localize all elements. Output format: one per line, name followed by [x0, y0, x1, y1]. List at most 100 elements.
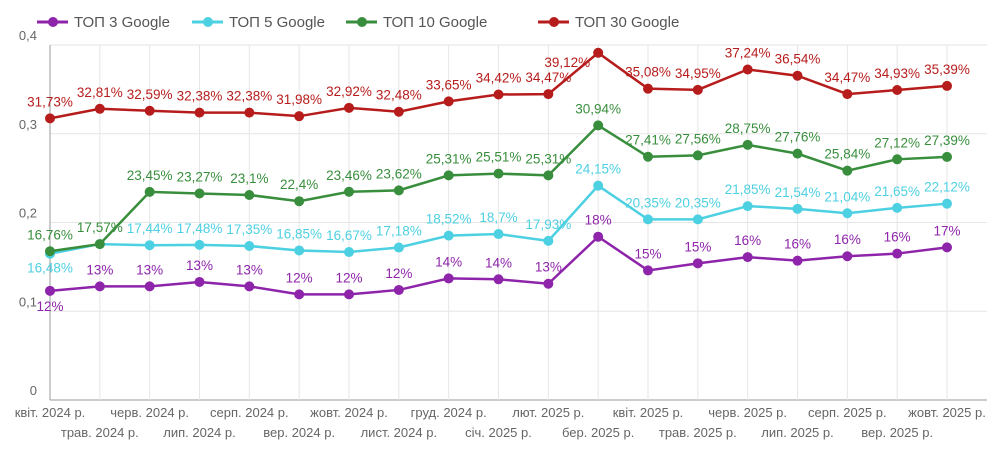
data-point — [45, 285, 55, 296]
data-label: 32,81% — [77, 85, 123, 100]
data-label: 20,35% — [625, 195, 671, 210]
data-point — [493, 229, 504, 240]
data-point — [393, 242, 404, 253]
y-tick-label: 0,4 — [19, 28, 37, 43]
data-label: 25,31% — [525, 151, 571, 166]
data-point — [493, 89, 504, 100]
data-label: 34,47% — [525, 70, 571, 85]
data-label: 39,12% — [544, 55, 590, 70]
data-point — [45, 113, 55, 124]
x-tick-label: жовт. 2024 р. — [310, 405, 388, 420]
data-label: 16,67% — [326, 228, 372, 243]
data-label: 23,1% — [230, 171, 268, 186]
data-point — [892, 202, 903, 213]
data-point — [144, 105, 155, 116]
data-point — [443, 273, 454, 284]
data-point — [892, 154, 903, 165]
data-point — [742, 201, 753, 212]
data-label: 31,98% — [276, 92, 322, 107]
data-point — [493, 168, 504, 179]
data-label: 13% — [136, 262, 163, 277]
data-point — [742, 64, 753, 75]
data-point — [294, 196, 305, 207]
data-label: 18% — [585, 213, 612, 228]
data-label: 12% — [385, 266, 412, 281]
data-label: 16% — [784, 237, 811, 252]
data-point — [144, 186, 155, 197]
data-point — [294, 245, 305, 256]
data-label: 34,42% — [476, 71, 522, 86]
data-point — [643, 265, 653, 276]
data-point — [742, 139, 753, 150]
data-label: 22,12% — [924, 180, 970, 195]
data-label: 17,44% — [127, 221, 173, 236]
data-label: 24,15% — [575, 162, 621, 177]
data-label: 16,76% — [27, 227, 73, 242]
data-point — [792, 70, 803, 81]
data-label: 33,65% — [426, 77, 472, 92]
data-point — [892, 84, 903, 95]
x-tick-label: серп. 2025 р. — [808, 405, 887, 420]
data-point — [543, 170, 554, 181]
legend-label: ТОП 5 Google — [229, 14, 325, 31]
data-label: 17,18% — [376, 224, 422, 239]
data-point — [294, 111, 305, 122]
data-point — [344, 186, 354, 197]
data-label: 17,93% — [525, 217, 571, 232]
data-label: 16,85% — [276, 226, 322, 241]
data-point — [344, 247, 354, 258]
legend-marker — [357, 17, 367, 27]
x-tick-label: квіт. 2024 р. — [15, 405, 86, 420]
data-label: 21,54% — [775, 185, 821, 200]
data-label: 12% — [335, 270, 362, 285]
data-label: 16% — [834, 232, 861, 247]
data-point — [942, 80, 952, 91]
data-label: 34,47% — [824, 70, 870, 85]
x-tick-label: вер. 2025 р. — [861, 425, 933, 440]
data-point — [244, 281, 255, 292]
x-tick-label: серп. 2024 р. — [210, 405, 289, 420]
data-point — [194, 188, 205, 199]
data-point — [842, 251, 853, 262]
data-point — [892, 248, 903, 259]
data-point — [45, 246, 55, 257]
data-label: 13% — [186, 258, 213, 273]
data-point — [593, 120, 604, 131]
x-tick-label: лют. 2025 р. — [512, 405, 584, 420]
x-tick-label: січ. 2025 р. — [465, 425, 532, 440]
data-point — [344, 289, 354, 300]
y-tick-label: 0,2 — [19, 206, 37, 221]
data-label: 30,94% — [575, 101, 621, 116]
x-tick-label: черв. 2025 р. — [708, 405, 787, 420]
data-label: 27,39% — [924, 133, 970, 148]
x-tick-label: лип. 2024 р. — [163, 425, 235, 440]
data-point — [144, 240, 155, 251]
data-point — [94, 103, 105, 114]
data-point — [94, 239, 105, 250]
data-point — [294, 289, 305, 300]
data-point — [244, 241, 255, 252]
data-label: 28,75% — [725, 121, 771, 136]
data-point — [244, 107, 255, 118]
data-point — [593, 47, 604, 58]
data-point — [443, 230, 454, 241]
data-label: 13% — [535, 260, 562, 275]
data-label: 18,7% — [479, 210, 517, 225]
data-label: 25,51% — [476, 150, 522, 165]
data-label: 27,56% — [675, 131, 721, 146]
legend-label: ТОП 30 Google — [575, 14, 679, 31]
data-point — [942, 151, 952, 162]
data-label: 14% — [435, 254, 462, 269]
data-label: 27,12% — [874, 135, 920, 150]
x-tick-label: лист. 2024 р. — [361, 425, 437, 440]
data-point — [194, 239, 205, 250]
x-tick-label: трав. 2024 р. — [61, 425, 139, 440]
data-point — [692, 214, 703, 225]
data-point — [842, 89, 853, 100]
legend-marker — [48, 17, 58, 27]
data-point — [593, 231, 604, 242]
data-label: 17,35% — [226, 222, 272, 237]
data-point — [443, 96, 454, 107]
data-label: 36,54% — [775, 52, 821, 67]
